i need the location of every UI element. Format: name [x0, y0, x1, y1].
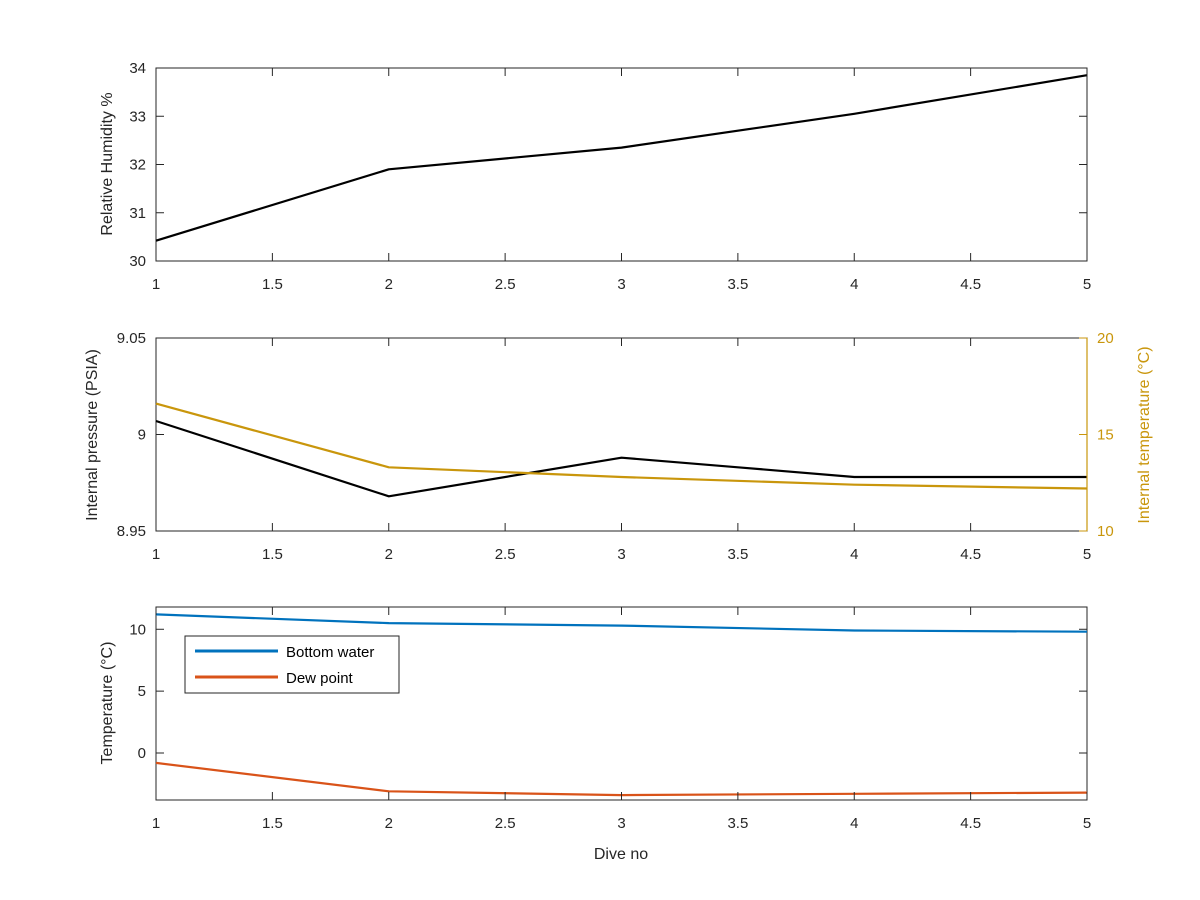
x-tick-label: 1	[152, 546, 160, 563]
x-tick-label: 2	[385, 546, 393, 563]
y-right-tick-label: 15	[1097, 427, 1114, 444]
x-tick-label: 3	[617, 546, 625, 563]
y-tick-label: 30	[129, 253, 146, 270]
x-tick-label: 4	[850, 815, 858, 832]
x-tick-label: 1.5	[262, 276, 283, 293]
x-tick-label: 5	[1083, 276, 1091, 293]
x-tick-label: 1.5	[262, 815, 283, 832]
legend-label-bottom-water: Bottom water	[286, 644, 374, 661]
x-tick-label: 4	[850, 546, 858, 563]
x-tick-label: 5	[1083, 546, 1091, 563]
y-tick-label: 9	[138, 427, 146, 444]
y-tick-label: 32	[129, 157, 146, 174]
y-tick-label: 5	[138, 683, 146, 700]
x-tick-label: 3.5	[727, 815, 748, 832]
x-tick-label: 4.5	[960, 276, 981, 293]
panel-relative-humidity: 1 1.5 2 2.5 3 3.5 4 4.5 5 30 31 32 33 34 Relative Hum…	[99, 60, 1091, 293]
y-tick-label: 33	[129, 108, 146, 125]
axes-frame-relative-humidity	[155, 67, 1088, 262]
y-tick-label: 9.05	[117, 330, 146, 347]
y-right-tick-label: 20	[1097, 330, 1114, 347]
x-tick-label: 2.5	[495, 546, 516, 563]
axes-frame-internal-pressure	[155, 337, 1088, 532]
x-tick-label: 4.5	[960, 815, 981, 832]
x-tick-label: 1	[152, 276, 160, 293]
y-axis-title-relative-humidity: Relative Humidity %	[99, 92, 116, 235]
y-tick-label: 8.95	[117, 523, 146, 540]
x-tick-label: 5	[1083, 815, 1091, 832]
x-axis-title-dive-no: Dive no	[594, 846, 648, 863]
x-tick-label: 3.5	[727, 276, 748, 293]
x-tick-label: 2.5	[495, 276, 516, 293]
series-line-internal-pressure-0	[155, 419, 1087, 498]
y-tick-label: 34	[129, 60, 146, 77]
x-tick-label: 3	[617, 276, 625, 293]
y-right-tick-label: 10	[1097, 523, 1114, 540]
panel-internal-pressure: 1 1.5 2 2.5 3 3.5 4 4.5 5 8.95 9 9.05 10 15 20 Interna…	[84, 330, 1153, 563]
x-tick-label: 2.5	[495, 815, 516, 832]
legend-box	[184, 635, 400, 694]
series-line-relative-humidity-0	[155, 74, 1088, 242]
x-tick-label: 4.5	[960, 546, 981, 563]
legend: Bottom water Dew point	[184, 635, 400, 694]
x-tick-label: 4	[850, 276, 858, 293]
y-axis-title-temperature: Temperature (°C)	[99, 642, 116, 765]
x-tick-label: 2	[385, 276, 393, 293]
x-tick-label: 1	[152, 815, 160, 832]
legend-label-dew-point: Dew point	[286, 670, 354, 687]
x-tick-label: 1.5	[262, 546, 283, 563]
y-tick-label: 31	[129, 205, 146, 222]
y-tick-label: 10	[129, 621, 146, 638]
panel-temperature: 1 1.5 2 2.5 3 3.5 4 4.5 5 0 5 10 Temperature (°C) D…	[99, 606, 1091, 863]
series-line-internal-pressure-1	[155, 402, 1088, 490]
x-tick-label: 3.5	[727, 546, 748, 563]
x-tick-label: 2	[385, 815, 393, 832]
y-tick-label: 0	[138, 745, 146, 762]
y-axis-title-internal-temperature: Internal temperature (°C)	[1136, 346, 1153, 523]
x-tick-label: 3	[617, 815, 625, 832]
y-axis-title-internal-pressure: Internal pressure (PSIA)	[84, 349, 101, 521]
series-line-bottom-water	[155, 613, 1088, 633]
